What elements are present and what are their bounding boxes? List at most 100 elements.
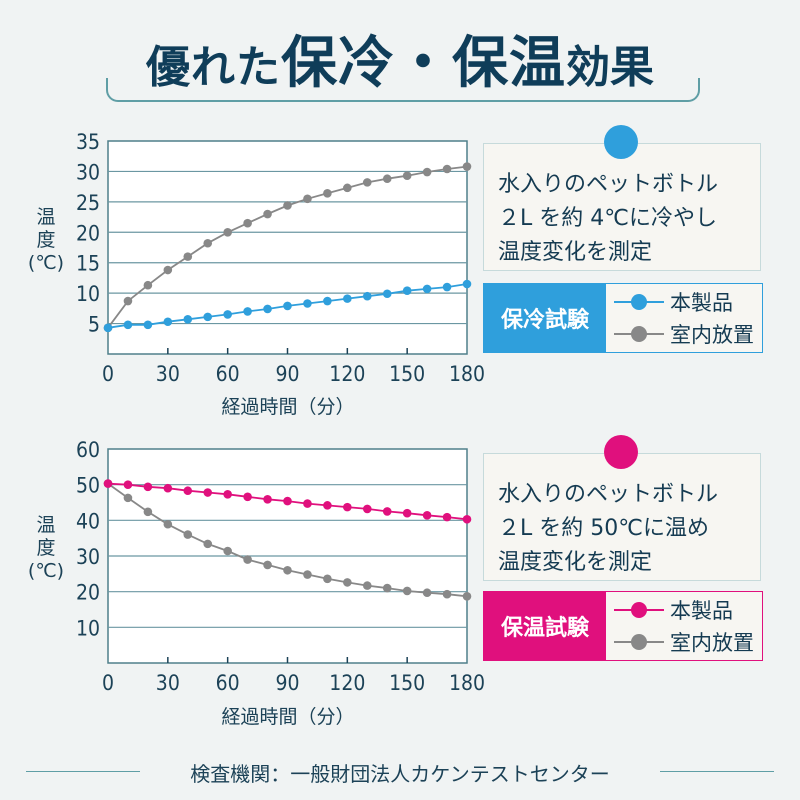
hot-data-point [223, 546, 232, 556]
hot-data-point [163, 519, 173, 529]
legend-item-product: 本製品 [614, 287, 733, 317]
cold-y-axis-label: 温 度 (℃) [24, 206, 68, 275]
cold-data-point [382, 174, 392, 184]
hot-data-point [143, 482, 153, 492]
footer-rule-right [660, 771, 774, 772]
cold-info-line: 水入りのペットボトル [498, 172, 719, 197]
hot-data-point [422, 588, 432, 598]
hot-x-tick-label: 30 [156, 671, 180, 695]
hot-data-point [183, 530, 193, 539]
cold-data-point [143, 320, 153, 330]
hot-x-tick-label: 150 [389, 671, 425, 695]
cold-data-point [343, 183, 352, 193]
hot-info-line: 温度変化を測定 [498, 550, 653, 575]
cold-data-point [362, 291, 372, 301]
cold-info-line: 温度変化を測定 [498, 240, 653, 265]
hot-y-tick-label: 60 [76, 438, 100, 462]
hot-data-point [343, 578, 352, 587]
cold-data-point [323, 189, 332, 198]
hot-y-axis-label: 温 度 (℃) [24, 514, 68, 583]
hot-data-point [442, 512, 452, 522]
cold-x-tick-label: 0 [102, 362, 114, 386]
cold-y-tick-label: 15 [76, 252, 100, 276]
cold-data-point [243, 218, 252, 228]
hot-test-tag: 保温試験 [484, 592, 606, 660]
hot-data-point [303, 570, 312, 579]
title-suffix: 効果 [566, 42, 654, 93]
cold-data-point [343, 294, 352, 303]
footer-rule-left [26, 771, 140, 772]
hot-data-point [462, 514, 472, 524]
hot-data-point [123, 493, 133, 503]
cold-data-point [402, 171, 412, 180]
cold-x-tick-label: 90 [275, 362, 299, 386]
legend-line-marker-icon [614, 292, 664, 312]
cold-data-point [462, 162, 472, 171]
testing-agency: 検査機関：一般財団法人カケンテストセンター [190, 762, 610, 786]
cold-y-label-2: 度 [36, 229, 56, 251]
cold-data-point [183, 315, 193, 324]
cold-x-tick-label: 60 [216, 362, 240, 386]
hot-x-axis-label: 経過時間（分） [221, 706, 355, 728]
cold-x-tick-label: 180 [449, 362, 485, 386]
hot-data-point [223, 489, 232, 499]
hot-data-point [123, 480, 133, 489]
legend-item-room: 室内放置 [614, 319, 754, 349]
hot-y-label-2: 度 [36, 537, 56, 559]
legend-item-room: 室内放置 [614, 627, 754, 657]
cold-data-point [103, 323, 113, 333]
cold-data-point [362, 178, 372, 187]
cold-data-point [422, 167, 432, 177]
legend-label: 本製品 [670, 291, 733, 315]
cold-data-point [123, 320, 133, 330]
hot-data-point [382, 583, 392, 593]
hot-data-point [303, 499, 312, 508]
cold-data-point [203, 312, 213, 322]
cold-data-point [223, 227, 232, 237]
hot-info-line: ２L を約 50℃に温め [498, 516, 709, 541]
legend-line-marker-icon [614, 632, 664, 652]
cold-data-point [143, 280, 153, 290]
title-underline [106, 78, 700, 102]
hot-data-point [103, 479, 113, 488]
hot-x-tick-label: 120 [329, 671, 365, 695]
legend-label: 本製品 [670, 599, 733, 623]
cold-data-point [163, 265, 173, 275]
hot-data-point [402, 586, 412, 596]
hot-data-point [243, 492, 252, 502]
cold-data-point [462, 279, 472, 289]
cold-y-label-3: (℃) [27, 252, 65, 274]
hot-data-point [243, 555, 252, 564]
hot-data-point [183, 486, 193, 496]
hot-data-point [362, 581, 372, 590]
cold-y-tick-label: 10 [76, 282, 100, 306]
cold-test-tag: 保冷試験 [484, 284, 606, 352]
hot-y-tick-label: 20 [76, 581, 100, 605]
cold-data-point [283, 301, 292, 311]
hot-y-label-3: (℃) [27, 560, 65, 582]
hot-data-point [323, 574, 332, 584]
cold-data-point [382, 289, 392, 299]
hot-y-tick-label: 10 [76, 616, 100, 640]
hot-data-point [422, 511, 432, 520]
hot-data-point [362, 504, 372, 514]
hot-data-point [263, 560, 272, 570]
legend-line-marker-icon [614, 600, 664, 620]
cold-y-tick-label: 5 [88, 313, 100, 337]
cold-data-point [203, 238, 213, 248]
cold-data-point [163, 317, 173, 327]
cold-data-point [422, 284, 432, 294]
cold-y-tick-label: 35 [76, 130, 100, 154]
cold-y-label-1: 温 [36, 206, 56, 228]
hot-data-point [143, 507, 153, 517]
hot-x-tick-label: 90 [275, 671, 299, 695]
hot-dot-icon [604, 435, 638, 469]
cold-data-point [243, 307, 252, 316]
cold-data-point [123, 296, 133, 306]
hot-info-box: 水入りのペットボトル ２L を約 50℃に温め 温度変化を測定 [483, 435, 761, 581]
cold-info-line: ２L を約 4℃に冷やし [498, 206, 717, 231]
cold-x-tick-label: 150 [389, 362, 425, 386]
cold-x-tick-label: 120 [329, 362, 365, 386]
hot-data-point [283, 496, 292, 506]
